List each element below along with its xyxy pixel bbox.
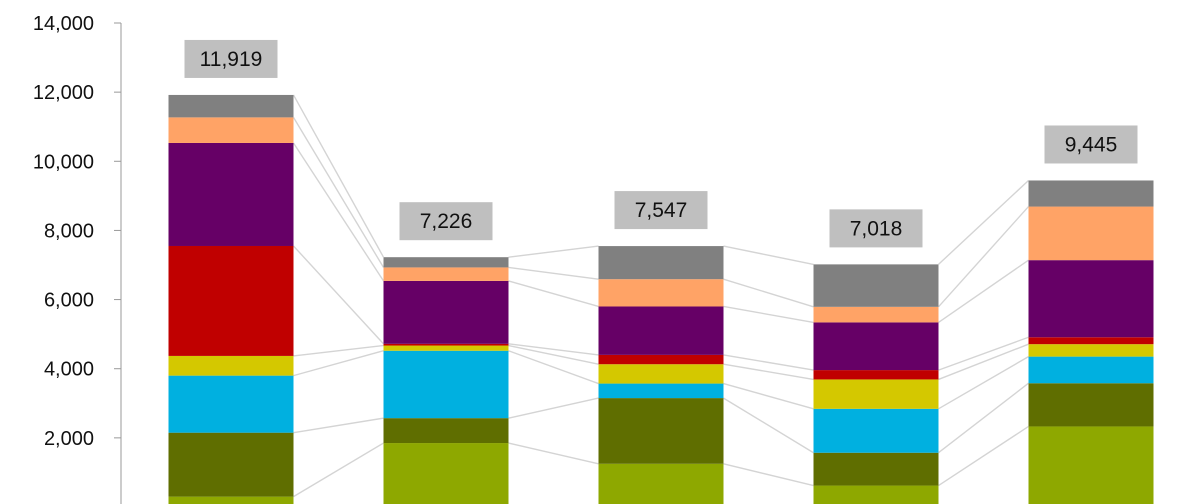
bar-segment: [1028, 180, 1154, 207]
connector-lines: [292, 94, 1030, 498]
total-label: 9,445: [1065, 133, 1118, 156]
connector-line: [723, 278, 814, 308]
connector-line: [723, 363, 814, 381]
total-label-box: [184, 39, 278, 78]
connector-line: [508, 350, 599, 385]
connector-line: [508, 343, 599, 356]
y-tick-label: 12,000: [33, 82, 94, 104]
connector-line: [938, 336, 1029, 371]
bar-segment: [168, 432, 294, 497]
total-label: 7,018: [850, 217, 903, 240]
connector-line: [293, 350, 384, 377]
connector-line: [938, 425, 1029, 487]
connector-line: [292, 94, 385, 258]
connector-line: [508, 344, 599, 365]
bar-segment: [168, 142, 294, 246]
connector-line: [938, 356, 1029, 410]
total-label: 7,226: [420, 210, 473, 233]
bar-segment: [383, 280, 509, 344]
bar-segments: [168, 94, 1154, 504]
y-tick-label: 10,000: [33, 151, 94, 173]
connector-line: [292, 245, 385, 345]
total-label-box: [399, 202, 493, 241]
y-tick-label: 6,000: [44, 290, 94, 312]
total-label-box: [1044, 125, 1138, 164]
y-tick-label: 2,000: [44, 428, 94, 450]
bar-segment: [168, 117, 294, 143]
connector-line: [508, 442, 599, 465]
connector-line: [293, 442, 384, 498]
connector-line: [508, 245, 599, 258]
bar-segment: [1028, 337, 1154, 345]
bar-segment: [598, 306, 724, 355]
bar-segment: [813, 408, 939, 453]
bar-segment: [813, 322, 939, 371]
connector-line: [938, 343, 1029, 381]
connector-line: [723, 463, 814, 487]
total-label-box: [829, 209, 923, 248]
connector-line: [293, 344, 384, 357]
bar-segment: [383, 418, 509, 444]
bar-segment: [813, 306, 939, 323]
connector-line: [938, 382, 1029, 454]
bar-segment: [1028, 260, 1154, 338]
connector-line: [508, 280, 599, 308]
total-label-box: [614, 191, 708, 230]
bar-segment: [598, 364, 724, 384]
connector-line: [723, 397, 814, 454]
bar-segment: [598, 354, 724, 365]
bar-segment: [168, 496, 294, 504]
bar-segment: [383, 443, 509, 504]
total-labels: 11,919 7,226 7,547 7,018 9,445: [184, 39, 1138, 248]
bar-segment: [1028, 206, 1154, 261]
total-label: 7,547: [635, 199, 688, 222]
connector-line: [508, 266, 599, 280]
connector-line: [293, 417, 384, 434]
bar-segment: [383, 267, 509, 281]
connector-line: [723, 245, 814, 266]
bar-segment: [168, 355, 294, 376]
connector-line: [723, 305, 814, 324]
connector-line: [292, 117, 385, 268]
bar-segment: [813, 452, 939, 486]
connector-line: [937, 206, 1030, 308]
bar-segment: [383, 350, 509, 419]
bar-segment: [1028, 344, 1154, 357]
connector-line: [723, 382, 814, 410]
bar-segment: [813, 379, 939, 409]
bar-segment: [168, 245, 294, 356]
y-tick-label: 8,000: [44, 220, 94, 242]
bar-segment: [1028, 426, 1154, 504]
bar-segment: [1028, 356, 1154, 384]
bar-segment: [383, 343, 509, 346]
bar-segment: [813, 370, 939, 380]
bar-segment: [383, 257, 509, 268]
bar-segment: [598, 279, 724, 307]
total-label: 11,919: [200, 48, 263, 71]
bar-segment: [1028, 383, 1154, 427]
bar-segment: [383, 345, 509, 351]
bar-segment: [598, 246, 724, 280]
y-tick-label: 4,000: [44, 359, 94, 381]
connector-line: [938, 259, 1029, 323]
connector-line: [938, 179, 1029, 265]
bar-segment: [168, 375, 294, 433]
bar-segment: [813, 264, 939, 307]
bar-segment: [598, 463, 724, 504]
bar-segment: [598, 383, 724, 399]
connector-line: [508, 397, 599, 419]
bar-segment: [598, 398, 724, 464]
bar-segment: [813, 485, 939, 504]
connector-line: [292, 142, 385, 282]
bar-segment: [168, 94, 294, 118]
connector-line: [723, 354, 814, 371]
y-tick-label: 14,000: [33, 13, 94, 35]
y-axis: 2,000 4,000 6,000 8,000 10,000 12,000 14,000: [33, 13, 122, 504]
